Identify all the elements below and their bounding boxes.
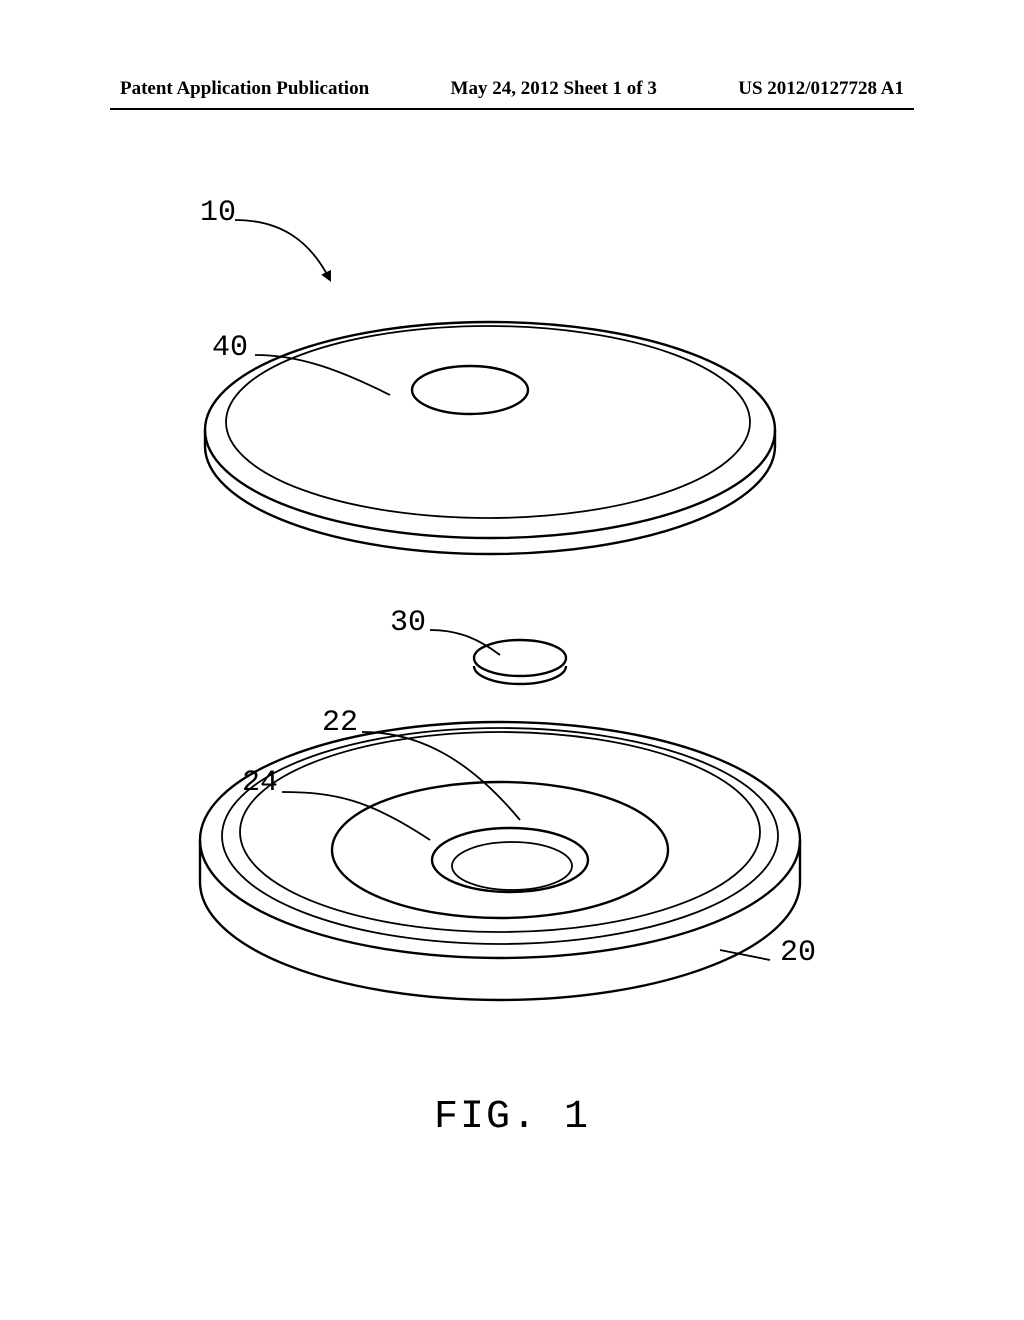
header-rule (110, 108, 914, 110)
ref-10: 10 (200, 196, 236, 230)
figure-1-area: 10 40 30 22 24 20 (0, 160, 1024, 1160)
base-outer-bot (200, 882, 800, 1000)
base-rim2 (222, 728, 778, 944)
lead-22 (362, 732, 520, 820)
mid-disc-top (474, 640, 566, 676)
base-rim3 (240, 732, 760, 932)
base-hole-top (432, 828, 588, 892)
ref-30: 30 (390, 606, 426, 640)
header-pubnumber: US 2012/0127728 A1 (738, 78, 904, 100)
ref-24: 24 (242, 766, 278, 800)
lead-40 (255, 355, 390, 395)
ref-40: 40 (212, 331, 248, 365)
base-outer-top (200, 722, 800, 958)
top-rim-inner (226, 326, 750, 518)
lead-10 (235, 220, 330, 280)
header-row: Patent Application Publication May 24, 2… (0, 78, 1024, 100)
figure-caption: FIG. 1 (0, 1095, 1024, 1140)
top-outer-top (205, 322, 775, 538)
base-bowl (332, 782, 668, 918)
header-date-sheet: May 24, 2012 Sheet 1 of 3 (451, 78, 657, 100)
lead-30 (430, 630, 500, 655)
header-publication: Patent Application Publication (120, 78, 369, 100)
ref-20: 20 (780, 936, 816, 970)
top-hole (412, 366, 528, 414)
patent-page: Patent Application Publication May 24, 2… (0, 0, 1024, 1320)
page-header: Patent Application Publication May 24, 2… (0, 78, 1024, 100)
figure-1-drawing: 10 40 30 22 24 20 (0, 160, 1024, 1120)
ref-22: 22 (322, 706, 358, 740)
base-hole-inner (452, 842, 572, 890)
